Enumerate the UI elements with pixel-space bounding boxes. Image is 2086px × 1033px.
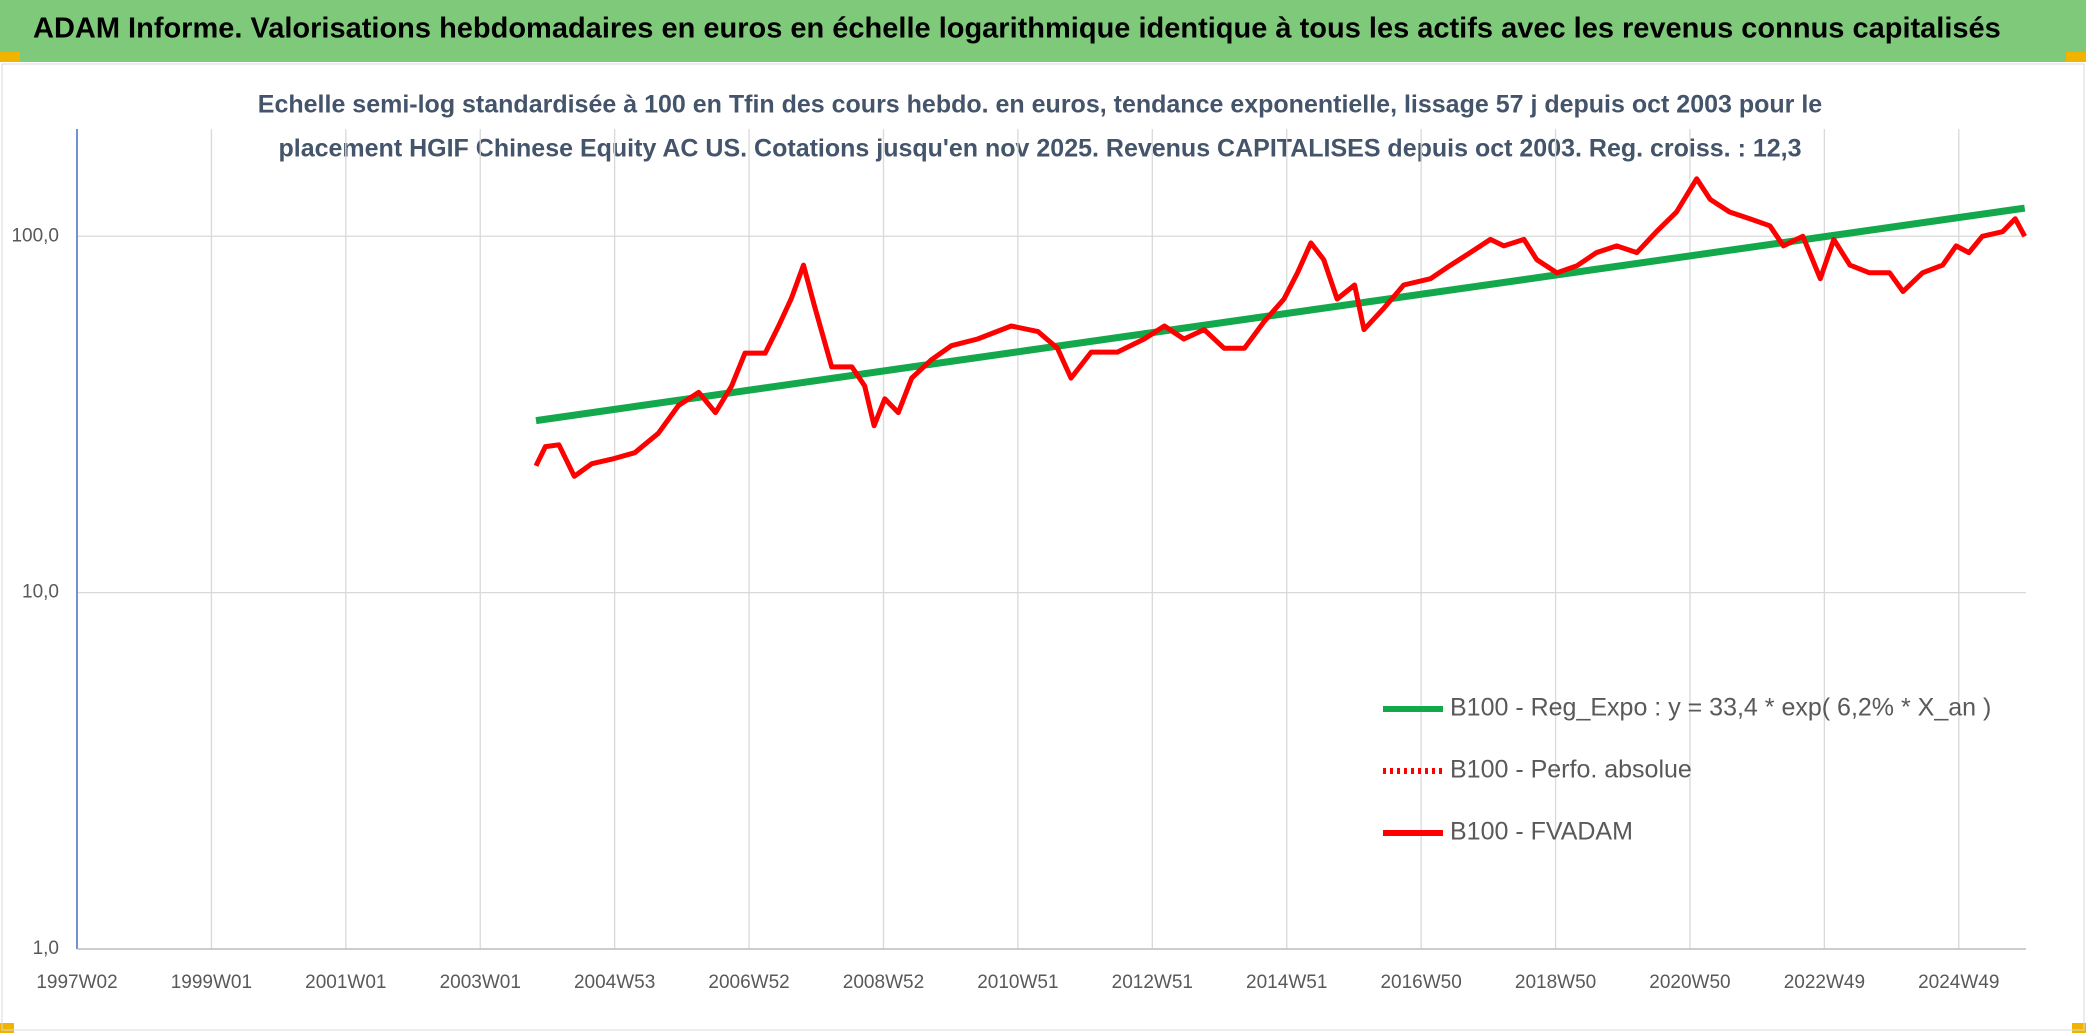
corner: [0, 52, 20, 62]
y-tick-label: 10,0: [22, 582, 59, 603]
x-tick-label: 2004W53: [574, 972, 655, 993]
corner: [2066, 52, 2086, 62]
x-tick-label: 2003W01: [440, 972, 521, 993]
y-tick-label: 1,0: [33, 938, 59, 959]
x-tick-label: 2020W50: [1649, 972, 1730, 993]
y-tick-label: 100,0: [11, 225, 59, 246]
x-tick-label: 2022W49: [1784, 972, 1865, 993]
banner-title: ADAM Informe. Valorisations hebdomadaire…: [33, 13, 2001, 45]
x-tick-label: 2012W51: [1112, 972, 1193, 993]
legend-label: B100 - FVADAM: [1450, 818, 1633, 846]
frame: [1, 63, 2085, 1031]
banner: [0, 0, 2086, 62]
series-line: [533, 176, 2027, 479]
x-tick-label: 2001W01: [305, 972, 386, 993]
x-tick-label: 2018W50: [1515, 972, 1596, 993]
corner: [0, 1023, 14, 1033]
chart-title: placement HGIF Chinese Equity AC US. Cot…: [279, 135, 1802, 163]
x-tick-label: 2016W50: [1380, 972, 1461, 993]
x-tick-label: 1999W01: [171, 972, 252, 993]
x-tick-label: 2008W52: [843, 972, 924, 993]
x-tick-label: 2006W52: [708, 972, 789, 993]
chart-title: Echelle semi-log standardisée à 100 en T…: [258, 91, 1823, 119]
series-line: [535, 204, 2026, 425]
legend-label: B100 - Reg_Expo : y = 33,4 * exp( 6,2% *…: [1450, 694, 1991, 722]
x-tick-label: 2024W49: [1918, 972, 1999, 993]
x-tick-label: 2014W51: [1246, 972, 1327, 993]
x-tick-label: 1997W02: [36, 972, 117, 993]
corner: [2072, 1023, 2086, 1033]
legend-label: B100 - Perfo. absolue: [1450, 756, 1692, 784]
x-tick-label: 2010W51: [977, 972, 1058, 993]
